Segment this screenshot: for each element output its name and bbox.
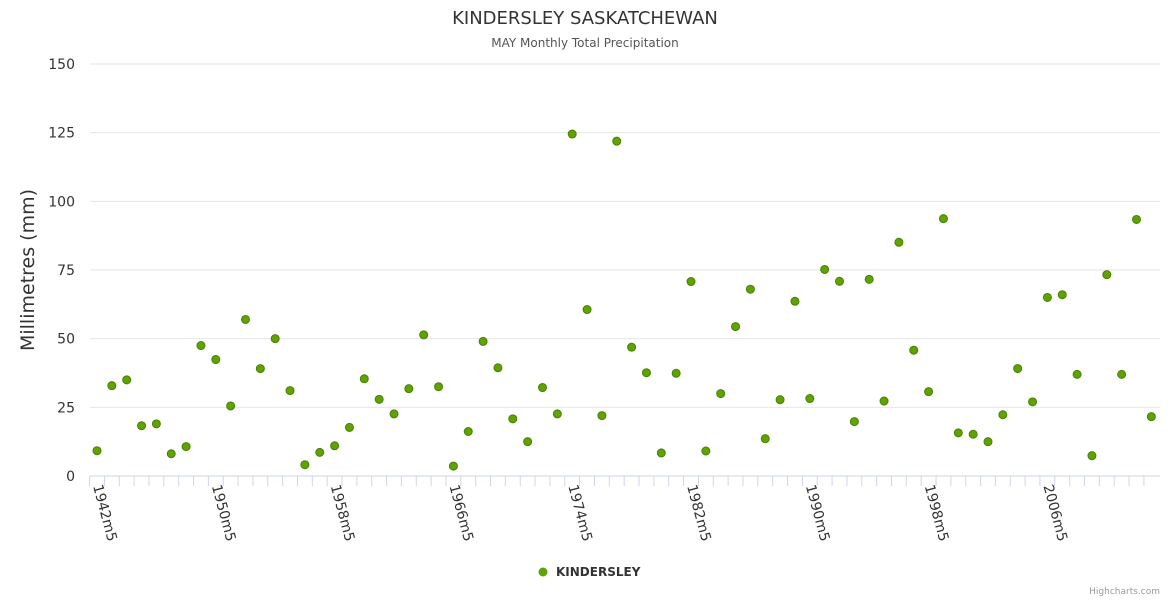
data-point[interactable] — [255, 364, 265, 374]
data-point[interactable] — [731, 322, 741, 332]
y-tick-label: 125 — [48, 126, 75, 142]
y-tick-label: 25 — [57, 400, 75, 416]
data-point[interactable] — [612, 136, 622, 146]
data-point[interactable] — [122, 375, 132, 385]
data-point[interactable] — [493, 363, 503, 373]
y-axis: 0 25 50 75 100 125 150 — [48, 57, 75, 485]
data-point[interactable] — [760, 434, 770, 444]
data-point[interactable] — [463, 427, 473, 437]
data-point[interactable] — [953, 428, 963, 438]
data-point[interactable] — [107, 381, 117, 391]
data-point[interactable] — [1042, 292, 1052, 302]
data-point[interactable] — [448, 461, 458, 471]
data-point[interactable] — [924, 387, 934, 397]
data-point[interactable] — [775, 395, 785, 405]
data-point[interactable] — [627, 342, 637, 352]
y-tick-label: 0 — [66, 469, 75, 485]
data-point[interactable] — [894, 237, 904, 247]
data-point[interactable] — [1132, 214, 1141, 224]
data-point[interactable] — [226, 401, 236, 411]
data-point[interactable] — [820, 264, 830, 274]
data-point[interactable] — [567, 129, 577, 139]
data-point[interactable] — [582, 305, 592, 315]
data-point[interactable] — [181, 442, 191, 452]
credits[interactable]: Highcharts.com — [1089, 587, 1160, 597]
data-point[interactable] — [478, 336, 488, 346]
data-point[interactable] — [656, 448, 666, 458]
y-tick-label: 150 — [48, 57, 75, 73]
data-point[interactable] — [389, 409, 399, 419]
data-point[interactable] — [983, 437, 993, 447]
data-point[interactable] — [300, 460, 310, 470]
legend[interactable]: KINDERSLEY — [538, 565, 641, 579]
y-tick-label: 100 — [48, 194, 75, 210]
data-point[interactable] — [1102, 270, 1112, 280]
data-point[interactable] — [196, 341, 206, 351]
data-point[interactable] — [909, 345, 919, 355]
data-point[interactable] — [434, 382, 444, 392]
y-tick-label: 75 — [57, 263, 75, 279]
y-tick-label: 50 — [57, 332, 75, 348]
data-point[interactable] — [745, 284, 755, 294]
data-point[interactable] — [686, 277, 696, 287]
data-point[interactable] — [998, 410, 1008, 420]
data-point[interactable] — [1028, 397, 1038, 407]
data-point[interactable] — [1087, 451, 1097, 461]
data-point[interactable] — [538, 383, 547, 393]
data-point[interactable] — [790, 296, 800, 306]
data-point[interactable] — [641, 368, 651, 378]
data-point[interactable] — [938, 214, 948, 224]
data-point[interactable] — [1146, 412, 1156, 422]
data-point[interactable] — [359, 374, 369, 384]
data-point[interactable] — [1117, 369, 1127, 379]
data-point[interactable] — [835, 276, 844, 286]
data-point[interactable] — [1072, 369, 1082, 379]
data-point[interactable] — [597, 411, 607, 421]
data-point[interactable] — [508, 414, 518, 424]
data-point[interactable] — [805, 394, 815, 404]
y-axis-label: Millimetres (mm) — [17, 189, 39, 351]
series-kindersley — [92, 129, 1156, 471]
gridlines — [90, 63, 1160, 408]
data-point[interactable] — [92, 446, 102, 456]
data-point[interactable] — [344, 422, 354, 432]
data-point[interactable] — [879, 396, 889, 406]
data-point[interactable] — [166, 449, 176, 459]
data-point[interactable] — [701, 446, 711, 456]
data-point[interactable] — [285, 386, 295, 396]
data-point[interactable] — [137, 421, 147, 431]
legend-marker — [538, 567, 548, 577]
data-point[interactable] — [151, 419, 161, 429]
data-point[interactable] — [330, 441, 340, 451]
legend-label[interactable]: KINDERSLEY — [556, 565, 641, 579]
data-point[interactable] — [315, 447, 325, 457]
data-point[interactable] — [404, 384, 414, 394]
data-point[interactable] — [671, 368, 681, 378]
data-point[interactable] — [523, 437, 533, 447]
data-point[interactable] — [968, 429, 978, 439]
data-point[interactable] — [849, 417, 859, 427]
data-point[interactable] — [211, 355, 221, 365]
data-point[interactable] — [864, 274, 874, 284]
data-point[interactable] — [374, 394, 384, 404]
data-point[interactable] — [270, 334, 280, 344]
data-point[interactable] — [419, 330, 429, 340]
data-point[interactable] — [1057, 290, 1067, 300]
data-point[interactable] — [1013, 364, 1023, 374]
data-point[interactable] — [241, 314, 250, 324]
data-point[interactable] — [552, 409, 562, 419]
data-point[interactable] — [716, 389, 726, 399]
chart-subtitle: MAY Monthly Total Precipitation — [491, 36, 678, 50]
chart-title: KINDERSLEY SASKATCHEWAN — [452, 8, 718, 29]
